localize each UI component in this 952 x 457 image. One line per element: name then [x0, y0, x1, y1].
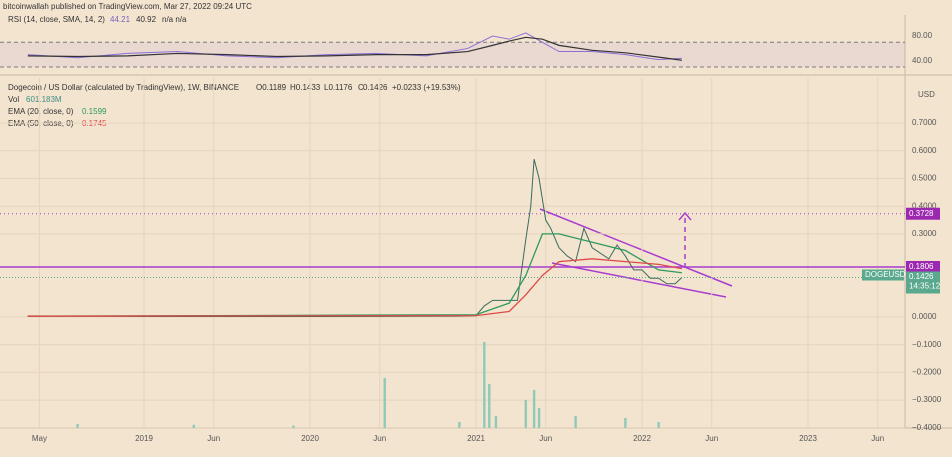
y-tick-label: −0.3000	[912, 395, 942, 404]
level-tag	[906, 260, 940, 273]
x-tick-label: Jun	[705, 434, 718, 443]
rsi-sma-line	[27, 36, 682, 61]
main-title: Dogecoin / US Dollar (calculated by Trad…	[8, 83, 239, 92]
y-tick-label: −0.1000	[912, 340, 942, 349]
x-tick-label: Jun	[871, 434, 884, 443]
volume-bar	[532, 390, 536, 428]
rsi-line	[27, 32, 682, 61]
x-tick-label: Jun	[539, 434, 552, 443]
symbol-label: DOGEUSD	[865, 270, 906, 279]
x-tick-label: 2020	[301, 434, 319, 443]
y-tick-label: 0.7000	[912, 118, 937, 127]
x-tick-label: Jun	[373, 434, 386, 443]
volume-bar	[624, 418, 627, 428]
rsi-value: 44.21	[110, 15, 131, 24]
volume-bar	[458, 422, 461, 428]
y-tick-label: −0.4000	[912, 423, 942, 432]
level-label: 0.1806	[909, 262, 934, 271]
rsi-tick-label: 40.00	[912, 56, 933, 65]
x-tick-label: May	[32, 434, 47, 443]
ema20-value: 0.1599	[82, 107, 107, 116]
ema50-value: 0.1745	[82, 119, 107, 128]
ema20-line	[27, 233, 682, 317]
vol-value: 601.183M	[26, 95, 62, 104]
y-tick-label: 0.4000	[912, 201, 937, 210]
price-tag	[906, 271, 940, 294]
volume-bar	[488, 384, 491, 428]
volume-bar	[574, 416, 577, 428]
high: H0.1433	[290, 83, 321, 92]
close-prefix: C	[358, 83, 364, 92]
y-tick-label: 0.5000	[912, 174, 937, 183]
y-tick-label: 0.3000	[912, 229, 937, 238]
rsi-sma-value: 40.92	[136, 15, 157, 24]
countdown: 14:35:12	[909, 282, 941, 291]
y-tick-label: −0.2000	[912, 368, 942, 377]
x-tick-label: 2019	[135, 434, 153, 443]
volume-bar	[192, 424, 195, 428]
level-label: 0.3728	[909, 209, 934, 218]
rsi-band	[0, 42, 905, 68]
x-tick-label: Jun	[207, 434, 220, 443]
volume-bar	[537, 408, 541, 428]
currency: USD	[918, 90, 935, 99]
volume-bar	[383, 378, 386, 428]
rsi-tick-label: 80.00	[912, 31, 933, 40]
close: 0.1426	[363, 83, 388, 92]
rsi-label: RSI (14, close, SMA, 14, 2)	[8, 15, 105, 24]
vol-label: Vol	[8, 95, 19, 104]
ema50-line	[27, 258, 682, 317]
low: L0.1176	[324, 83, 353, 92]
x-tick-label: 2023	[799, 434, 817, 443]
arrow-head	[678, 211, 692, 221]
ema20-label: EMA (20, close, 0)	[8, 107, 74, 116]
volume-bar	[483, 342, 486, 428]
price-line	[27, 158, 683, 317]
volume-bar	[657, 422, 660, 428]
x-tick-label: 2022	[633, 434, 651, 443]
header: bitcoinwallah published on TradingView.c…	[3, 2, 252, 11]
y-tick-label: 0.6000	[912, 146, 937, 155]
volume-bar	[292, 425, 295, 428]
open: O0.1189	[256, 83, 287, 92]
change: +0.0233 (+19.53%)	[392, 83, 461, 92]
y-tick-label: 0.0000	[912, 312, 937, 321]
wedge-lower	[551, 262, 727, 298]
volume-bar	[524, 400, 527, 428]
ema50-label: EMA (50, close, 0)	[8, 119, 74, 128]
symbol-tag	[862, 269, 904, 281]
wedge-upper	[539, 208, 733, 287]
x-tick-label: 2021	[467, 434, 485, 443]
volume-bar	[76, 424, 79, 428]
price-label: 0.1426	[909, 272, 934, 281]
rsi-extra: n/a n/a	[162, 15, 187, 24]
volume-bar	[494, 416, 498, 428]
level-tag	[906, 207, 940, 220]
